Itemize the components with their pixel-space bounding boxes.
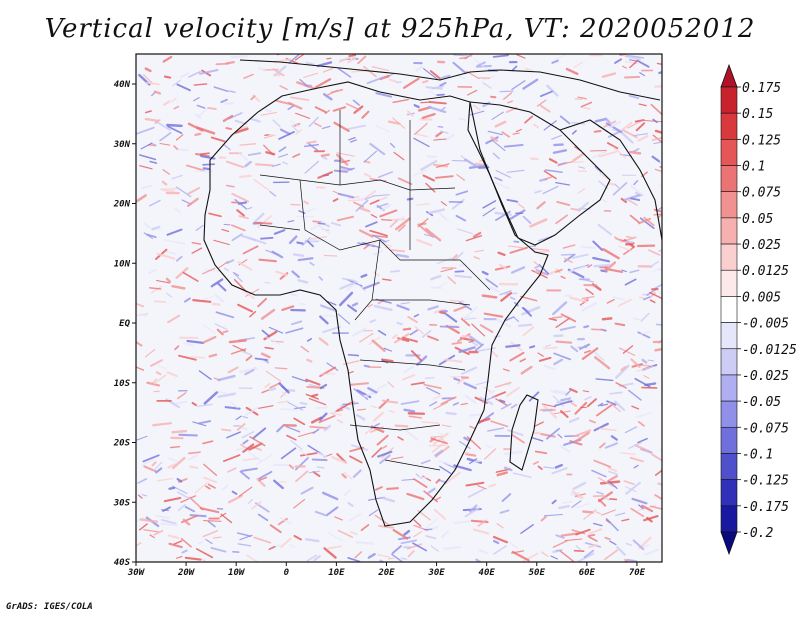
europe-coast xyxy=(239,59,661,101)
plot-area xyxy=(136,54,662,562)
y-tick-label: 40S xyxy=(114,558,131,568)
colorbar-label: 0.1 xyxy=(742,160,765,175)
country-borders xyxy=(259,110,491,471)
x-tick-label: 20E xyxy=(377,568,395,578)
y-axis: 40N 30N 20N 10N EQ 10S 20S 30S 40S xyxy=(113,80,136,568)
x-tick-label: 50E xyxy=(529,568,546,578)
colorbar-segment xyxy=(720,426,738,454)
colorbar-segment xyxy=(720,296,738,323)
madagascar-outline xyxy=(509,394,539,471)
colorbar-label: 0.05 xyxy=(742,212,773,227)
y-tick-label: EQ xyxy=(119,319,130,329)
velocity-field xyxy=(136,54,662,562)
asia-coast xyxy=(559,119,662,241)
colorbar-label: -0.175 xyxy=(742,500,789,515)
colorbar-label: 0.025 xyxy=(742,238,781,253)
y-tick-label: 30N xyxy=(113,140,131,150)
colorbar-segment xyxy=(720,217,738,245)
grads-credit: GrADS: IGES/COLA xyxy=(6,602,93,612)
colorbar-segment xyxy=(720,479,738,507)
plot-frame xyxy=(135,53,663,563)
x-tick-label: 30E xyxy=(427,568,445,578)
y-tick-label: 40N xyxy=(114,80,131,90)
colorbar-segment xyxy=(720,505,738,533)
y-tick-label: 10S xyxy=(114,379,131,389)
colorbar-label: -0.025 xyxy=(742,369,789,384)
colorbar-segment xyxy=(720,400,738,428)
colorbar-segment xyxy=(720,86,738,114)
x-tick-label: 0 xyxy=(284,568,290,578)
colorbar-segment xyxy=(720,453,738,480)
colorbar-segment xyxy=(720,322,738,350)
colorbar-label: 0.005 xyxy=(742,290,781,305)
colorbar-segment xyxy=(720,139,738,166)
x-tick-label: 20W xyxy=(177,568,196,578)
x-tick-label: 70E xyxy=(629,568,646,578)
colorbar-segment xyxy=(720,243,738,271)
colorbar-label: 0.15 xyxy=(742,107,773,122)
arabia-outline xyxy=(469,101,611,246)
colorbar-segment xyxy=(720,348,738,376)
colorbar-label: -0.1 xyxy=(742,447,773,462)
y-tick-label: 10N xyxy=(114,259,131,269)
colorbar-top-arrow xyxy=(720,63,738,88)
x-tick-label: 10E xyxy=(328,568,345,578)
y-tick-label: 20S xyxy=(113,439,131,449)
colorbar-bottom-arrow xyxy=(720,531,738,556)
colorbar-segment xyxy=(720,112,738,140)
africa-outline xyxy=(203,81,549,527)
x-tick-label: 60E xyxy=(579,568,596,578)
colorbar-label: -0.075 xyxy=(742,421,789,436)
chart-title: Vertical velocity [m/s] at 925hPa, VT: 2… xyxy=(44,14,756,44)
colorbar-segment xyxy=(720,269,738,297)
y-tick-label: 20N xyxy=(113,200,131,210)
colorbar-label: -0.125 xyxy=(742,474,789,489)
colorbar-segment xyxy=(720,191,738,219)
colorbar-label: 0.125 xyxy=(742,133,781,148)
y-tick-label: 30S xyxy=(113,498,131,508)
colorbar-label: 0.175 xyxy=(742,81,781,96)
colorbar: 0.175 0.15 0.125 0.1 0.075 0.05 0.025 0.0125 0.0… xyxy=(720,63,797,556)
colorbar-label: -0.005 xyxy=(742,317,789,332)
colorbar-segment xyxy=(720,165,738,193)
x-axis: 30W 20W 10W 0 10E 20E 30E 40E 50E 60E 70E xyxy=(127,562,646,578)
colorbar-label: 0.0125 xyxy=(742,264,789,279)
x-tick-label: 10W xyxy=(228,568,246,578)
colorbar-label: 0.075 xyxy=(742,186,781,201)
colorbar-label: -0.05 xyxy=(742,395,781,410)
colorbar-segment xyxy=(720,374,738,402)
colorbar-label: -0.0125 xyxy=(742,343,797,358)
coastlines xyxy=(203,59,662,527)
colorbar-label: -0.2 xyxy=(742,526,773,541)
x-tick-label: 40E xyxy=(479,568,496,578)
x-tick-label: 30W xyxy=(127,568,146,578)
